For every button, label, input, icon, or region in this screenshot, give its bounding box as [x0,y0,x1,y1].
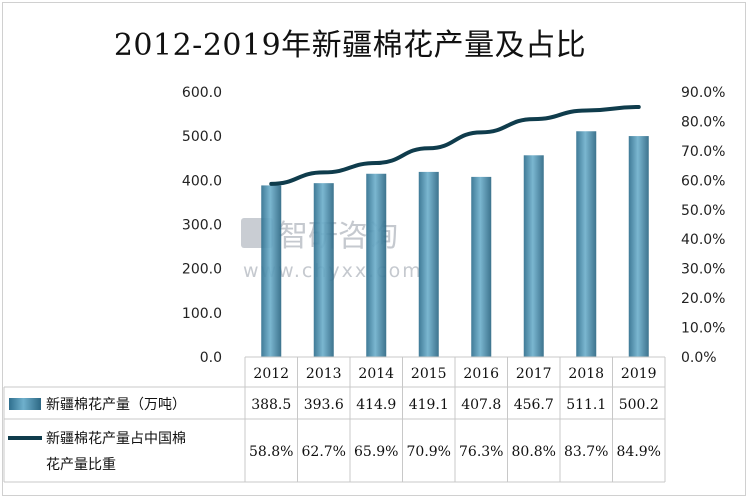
data-label: 407.8 [461,397,501,413]
data-label: 65.9% [354,444,398,460]
data-label: 388.5 [251,397,291,413]
y-right-tick-label: 20.0% [681,291,725,307]
y-right-tick-label: 70.0% [681,144,725,160]
data-label: 419.1 [409,397,449,413]
x-tick-label: 2013 [306,366,342,382]
data-label: 456.7 [514,397,554,413]
y-left-tick-label: 0.0 [200,350,222,366]
x-tick-label: 2014 [358,366,394,382]
y-right-tick-label: 40.0% [681,232,725,248]
bar [418,171,439,357]
data-label: 500.2 [619,397,659,413]
data-label: 62.7% [302,444,346,460]
y-right-tick-label: 60.0% [681,173,725,189]
y-left-tick-label: 500.0 [182,129,222,145]
y-left-tick-label: 600.0 [182,85,222,101]
data-label: 84.9% [617,444,661,460]
legend-label: 新疆棉花产量（万吨） [46,396,186,413]
legend-label: 新疆棉花产量占中国棉 [46,430,186,447]
y-left-tick-label: 400.0 [182,173,222,189]
data-label: 393.6 [304,397,344,413]
bar [313,183,334,357]
bar [628,136,649,357]
y-right-tick-label: 90.0% [681,85,725,101]
bar [576,131,597,357]
x-tick-label: 2016 [463,366,499,382]
data-label: 80.8% [512,444,556,460]
x-tick-label: 2017 [516,366,552,382]
x-tick-label: 2012 [253,366,289,382]
y-right-tick-label: 30.0% [681,262,725,278]
data-label: 83.7% [564,444,608,460]
bar [471,176,492,357]
x-tick-label: 2018 [568,366,604,382]
data-label: 76.3% [459,444,503,460]
y-left-tick-label: 200.0 [182,262,222,278]
x-tick-label: 2015 [411,366,447,382]
x-tick-label: 2019 [621,366,657,382]
legend-label: 花产量比重 [46,457,116,473]
y-left-tick-label: 100.0 [182,306,222,322]
data-label: 414.9 [356,397,396,413]
bar [261,185,282,357]
data-label: 511.1 [566,397,606,413]
bar [523,155,544,357]
series-line [269,105,641,186]
legend-key-bar [9,398,41,410]
y-right-tick-label: 0.0% [681,350,717,366]
y-right-tick-label: 50.0% [681,203,725,219]
bar [366,173,387,357]
y-right-tick-label: 80.0% [681,114,725,130]
data-label: 58.8% [249,444,293,460]
y-left-tick-label: 300.0 [182,218,222,234]
chart-title: 2012-2019年新疆棉花产量及占比 [113,28,587,63]
y-right-tick-label: 10.0% [681,321,725,337]
data-label: 70.9% [407,444,451,460]
